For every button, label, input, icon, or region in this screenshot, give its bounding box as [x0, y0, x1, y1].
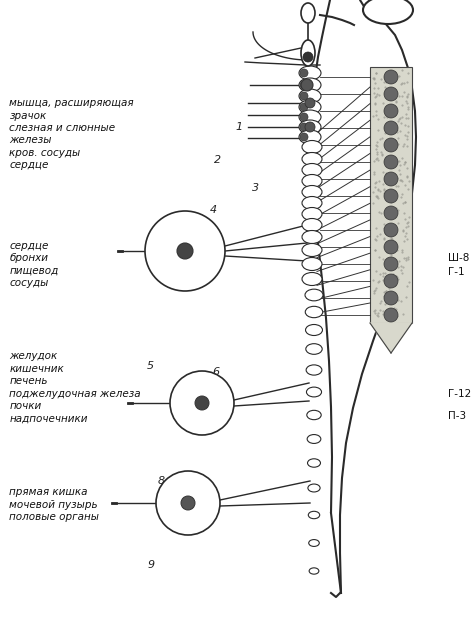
- Circle shape: [384, 240, 398, 254]
- Circle shape: [300, 69, 308, 77]
- Ellipse shape: [302, 230, 322, 244]
- Text: прямая кишка
мочевой пузырь
половые органы: прямая кишка мочевой пузырь половые орга…: [9, 487, 100, 522]
- Ellipse shape: [302, 244, 322, 256]
- Ellipse shape: [299, 110, 321, 124]
- Ellipse shape: [307, 434, 321, 444]
- Ellipse shape: [302, 272, 322, 285]
- Ellipse shape: [302, 258, 322, 270]
- Ellipse shape: [302, 153, 322, 165]
- Ellipse shape: [299, 130, 321, 144]
- Bar: [370, 67, 412, 323]
- Circle shape: [384, 104, 398, 118]
- Circle shape: [181, 496, 195, 510]
- Ellipse shape: [306, 365, 322, 375]
- Circle shape: [384, 291, 398, 305]
- Ellipse shape: [307, 387, 321, 397]
- Circle shape: [384, 172, 398, 186]
- Ellipse shape: [302, 185, 322, 199]
- Ellipse shape: [302, 175, 322, 187]
- Ellipse shape: [301, 40, 315, 66]
- Circle shape: [305, 122, 315, 132]
- Ellipse shape: [363, 0, 413, 24]
- Text: 6: 6: [212, 367, 219, 377]
- Ellipse shape: [299, 78, 321, 92]
- Text: 1: 1: [236, 122, 243, 132]
- Polygon shape: [370, 323, 412, 353]
- Text: 8: 8: [157, 476, 165, 486]
- Circle shape: [384, 206, 398, 220]
- Text: 2: 2: [213, 154, 221, 165]
- Text: Г-12: Г-12: [448, 389, 471, 399]
- Circle shape: [195, 396, 209, 410]
- Circle shape: [300, 92, 308, 100]
- Ellipse shape: [299, 89, 321, 103]
- Text: желудок
кишечник
печень
поджелудочная железа
почки
надпочечники: желудок кишечник печень поджелудочная же…: [9, 351, 141, 423]
- Text: 7: 7: [195, 394, 203, 404]
- Circle shape: [384, 87, 398, 101]
- Ellipse shape: [305, 306, 323, 318]
- Ellipse shape: [302, 218, 322, 232]
- Circle shape: [384, 155, 398, 169]
- Ellipse shape: [306, 344, 322, 354]
- Ellipse shape: [302, 208, 322, 220]
- Ellipse shape: [307, 410, 321, 420]
- Circle shape: [384, 274, 398, 288]
- Text: 4: 4: [210, 205, 217, 215]
- Circle shape: [170, 371, 234, 435]
- Circle shape: [300, 103, 308, 111]
- Ellipse shape: [308, 511, 319, 518]
- Circle shape: [384, 70, 398, 84]
- Circle shape: [305, 98, 315, 108]
- Text: мышца, расширяющая
зрачок
слезная и слюнные
железы
кров. сосуды
сердце: мышца, расширяющая зрачок слезная и слюн…: [9, 98, 134, 170]
- Circle shape: [384, 121, 398, 135]
- Text: 9: 9: [147, 560, 155, 570]
- Circle shape: [177, 243, 193, 259]
- Ellipse shape: [308, 484, 320, 492]
- Ellipse shape: [299, 100, 321, 114]
- Circle shape: [384, 257, 398, 271]
- Ellipse shape: [305, 289, 323, 301]
- Ellipse shape: [309, 568, 319, 574]
- Circle shape: [384, 138, 398, 152]
- Ellipse shape: [302, 141, 322, 153]
- Circle shape: [384, 189, 398, 203]
- Ellipse shape: [299, 120, 321, 134]
- Ellipse shape: [299, 66, 321, 80]
- Text: Г-1: Г-1: [448, 267, 465, 277]
- Circle shape: [301, 79, 313, 91]
- Circle shape: [300, 113, 308, 121]
- Ellipse shape: [309, 539, 319, 546]
- Text: 5: 5: [147, 361, 155, 371]
- Ellipse shape: [308, 459, 320, 467]
- Circle shape: [384, 223, 398, 237]
- Text: сердце
бронхи
пищевод
сосуды: сердце бронхи пищевод сосуды: [9, 241, 59, 288]
- Circle shape: [300, 81, 308, 89]
- Circle shape: [300, 123, 308, 131]
- Circle shape: [300, 133, 308, 141]
- Circle shape: [303, 52, 313, 62]
- Text: 3: 3: [252, 183, 260, 193]
- Text: Ш-8: Ш-8: [448, 253, 469, 263]
- Ellipse shape: [306, 325, 322, 335]
- Circle shape: [156, 471, 220, 535]
- Circle shape: [145, 211, 225, 291]
- Ellipse shape: [302, 163, 322, 177]
- Ellipse shape: [302, 196, 322, 210]
- Circle shape: [384, 308, 398, 322]
- Text: П-3: П-3: [448, 411, 466, 421]
- Ellipse shape: [301, 3, 315, 23]
